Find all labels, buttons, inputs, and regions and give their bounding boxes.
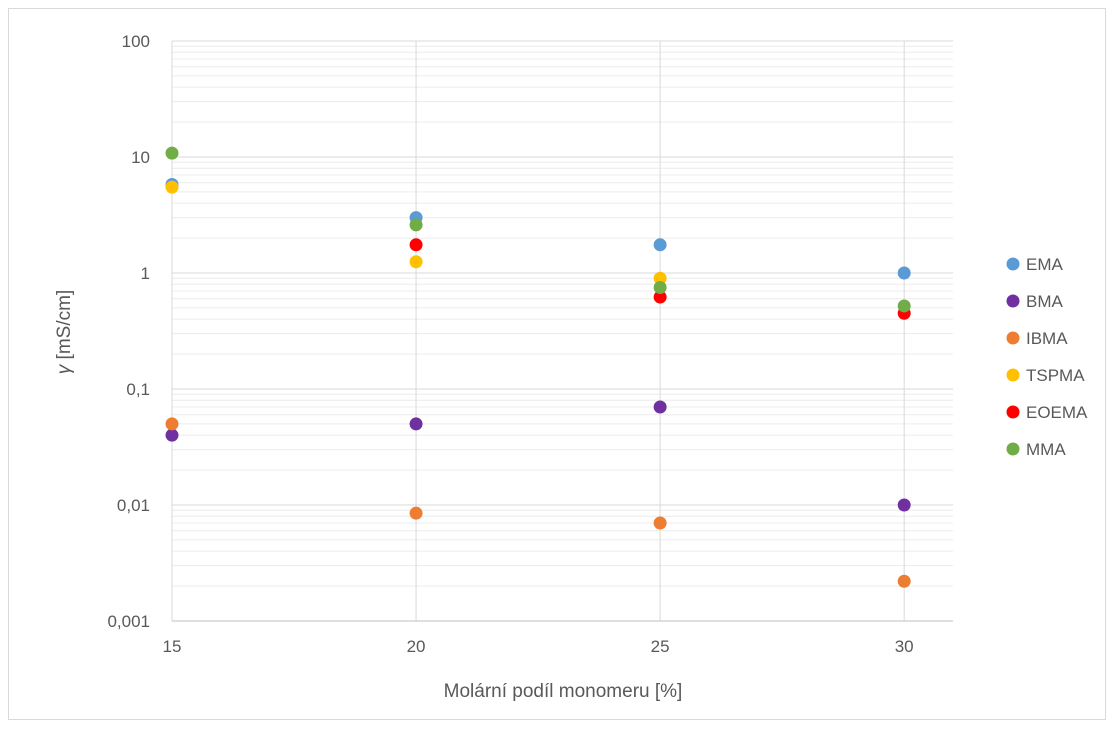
- legend-marker-mma: [1006, 442, 1020, 456]
- legend-marker-eoema: [1006, 405, 1020, 419]
- x-tick-label: 20: [407, 637, 426, 656]
- point-tspma: [165, 180, 179, 194]
- legend-marker-bma: [1006, 294, 1020, 308]
- point-eoema: [409, 238, 423, 252]
- point-ema: [653, 238, 667, 252]
- legend-label-ema: EMA: [1026, 255, 1064, 274]
- point-tspma: [653, 271, 667, 285]
- y-axis-title-unit: [mS/cm]: [54, 290, 75, 365]
- point-mma: [897, 299, 911, 313]
- major-gridlines: [172, 40, 953, 621]
- point-bma: [165, 428, 179, 442]
- point-mma: [653, 280, 667, 294]
- point-eoema: [653, 290, 667, 304]
- x-tick-label: 30: [895, 637, 914, 656]
- y-tick-label: 10: [131, 148, 150, 167]
- point-ibma: [653, 516, 667, 530]
- x-tick-labels: 15 20 25 30: [163, 637, 914, 656]
- y-tick-label: 0,001: [107, 612, 150, 631]
- point-tspma: [409, 255, 423, 269]
- legend-marker-tspma: [1006, 368, 1020, 382]
- y-tick-label: 0,01: [117, 496, 150, 515]
- y-tick-labels: 0,001 0,01 0,1 1 10 100: [107, 32, 150, 631]
- legend-label-bma: BMA: [1026, 292, 1064, 311]
- point-bma: [897, 498, 911, 512]
- point-mma: [409, 218, 423, 232]
- point-bma: [409, 417, 423, 431]
- point-ibma: [897, 574, 911, 588]
- legend-label-ibma: IBMA: [1026, 329, 1068, 348]
- minor-gridlines: [172, 45, 953, 587]
- y-tick-label: 0,1: [126, 380, 150, 399]
- point-ema: [897, 266, 911, 280]
- legend: EMA BMA IBMA TSPMA EOEMA MMA: [1006, 255, 1088, 459]
- legend-marker-ema: [1006, 257, 1020, 271]
- y-axis-title-symbol: γ: [54, 363, 75, 374]
- legend-label-tspma: TSPMA: [1026, 366, 1085, 385]
- point-ibma: [165, 417, 179, 431]
- point-bma: [653, 400, 667, 414]
- legend-marker-ibma: [1006, 331, 1020, 345]
- x-tick-label: 25: [651, 637, 670, 656]
- y-tick-label: 1: [141, 264, 150, 283]
- point-mma: [165, 146, 179, 160]
- x-tick-label: 15: [163, 637, 182, 656]
- chart-frame: [8, 8, 1106, 720]
- y-tick-label: 100: [122, 32, 150, 51]
- legend-label-mma: MMA: [1026, 440, 1066, 459]
- point-ibma: [409, 506, 423, 520]
- axes: [171, 41, 953, 622]
- data-points: [165, 146, 911, 588]
- y-axis-title: γ [mS/cm]: [54, 290, 75, 374]
- x-axis-title: Molární podíl monomeru [%]: [444, 681, 683, 702]
- legend-label-eoema: EOEMA: [1026, 403, 1088, 422]
